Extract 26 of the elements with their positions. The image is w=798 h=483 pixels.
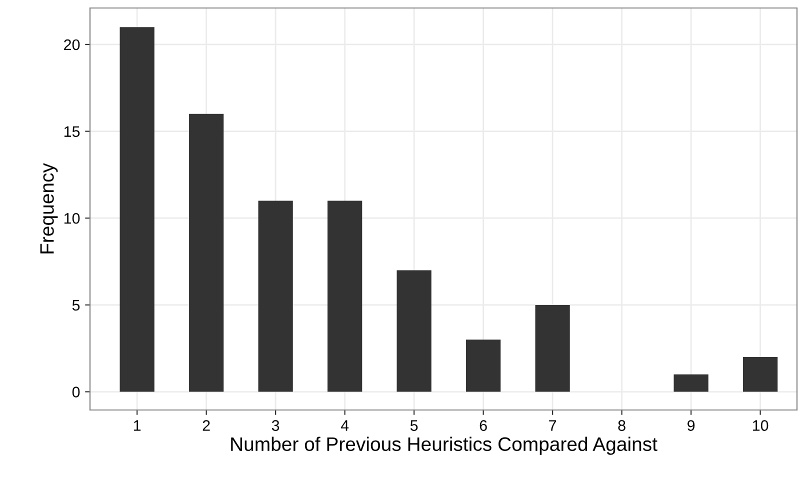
x-tick-label: 2 [202,420,210,431]
y-tick-label: 0 [72,386,80,398]
x-axis-title: Number of Previous Heuristics Compared Against [231,436,658,455]
bar [258,200,293,392]
bar [535,304,570,392]
x-tick-label: 7 [549,420,556,431]
x-tick-label: 1 [134,420,141,431]
bar [466,340,501,392]
bar [674,374,708,392]
x-tick-label: 4 [340,420,349,431]
bar [396,270,432,392]
x-tick-label: 5 [410,420,418,431]
x-tick-label: 10 [752,420,768,431]
bar [120,27,154,392]
y-tick-label: 5 [72,300,80,311]
y-tick-label: 20 [64,39,80,50]
x-tick-label: 6 [480,420,487,431]
y-tick-label: 15 [64,126,80,137]
x-tick-label: 8 [618,420,626,431]
bar [742,357,778,392]
bar [328,200,362,392]
x-tick-label: 9 [688,420,695,431]
bar [189,114,224,392]
y-axis-title: Frequency [40,163,58,254]
x-tick-label: 3 [272,420,280,431]
y-tick-label: 10 [64,212,80,224]
